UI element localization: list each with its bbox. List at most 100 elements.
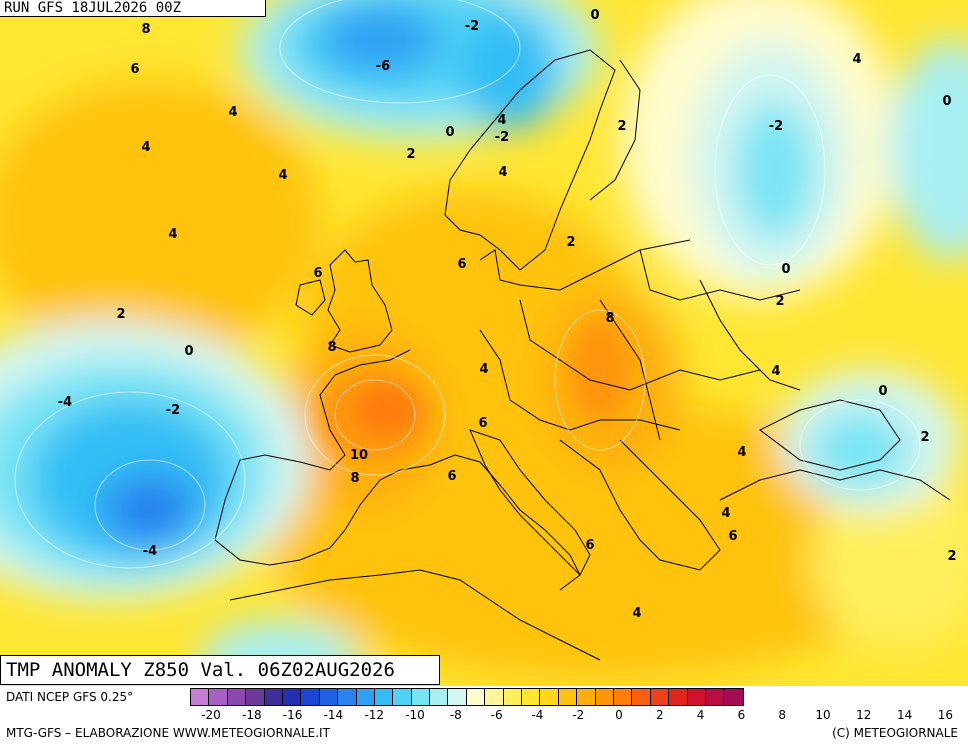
scale-tick-label: 6 xyxy=(737,708,746,722)
scale-swatch xyxy=(430,689,449,705)
scale-swatch xyxy=(613,689,633,705)
scale-swatch xyxy=(411,689,431,705)
contour-label: 0 xyxy=(184,344,193,359)
scale-swatch xyxy=(577,689,596,705)
scale-swatch xyxy=(687,689,706,705)
scale-swatch xyxy=(503,689,523,705)
contour-label: -2 xyxy=(495,130,509,145)
data-source: DATI NCEP GFS 0.25° xyxy=(6,690,134,704)
scale-tick-label: -20 xyxy=(201,708,221,722)
contour-label: 4 xyxy=(498,165,507,180)
anomaly-field xyxy=(0,0,968,686)
scale-swatch xyxy=(338,689,357,705)
anomaly-warm-core xyxy=(320,320,630,460)
anomaly-map: 8 6 4 4 4 4 2 0 -2 -4 -4 -6 -2 -2 0 0 2 … xyxy=(0,0,968,686)
credit-right: (C) METEOGIORNALE xyxy=(832,726,958,740)
contour-label: 4 xyxy=(228,105,237,120)
scale-tick-label: -6 xyxy=(490,708,503,722)
contour-label: 6 xyxy=(728,529,737,544)
scale-swatch xyxy=(595,689,614,705)
coastlines xyxy=(214,49,951,661)
scale-swatch xyxy=(448,689,467,705)
scale-tick-label: -10 xyxy=(405,708,425,722)
scale-tick-label: -8 xyxy=(449,708,462,722)
contour-label: 2 xyxy=(617,119,626,134)
contour-label: -2 xyxy=(769,119,783,134)
scale-swatch xyxy=(724,689,743,705)
run-info: RUN GFS 18JUL2026 00Z xyxy=(0,0,266,17)
scale-swatch xyxy=(522,689,541,705)
contour-label: 6 xyxy=(457,257,466,272)
contour-label: 0 xyxy=(445,125,454,140)
scale-swatch xyxy=(301,689,320,705)
contour-label: 2 xyxy=(947,549,956,564)
contour-label: 4 xyxy=(852,52,861,67)
scale-swatch xyxy=(374,689,394,705)
contour-label: -4 xyxy=(143,544,157,559)
contour-label: 4 xyxy=(141,140,150,155)
scale-swatch xyxy=(356,689,375,705)
contour-label: 6 xyxy=(478,416,487,431)
isotherms xyxy=(14,0,921,569)
scale-swatch xyxy=(191,689,210,705)
scale-tick-label: -2 xyxy=(572,708,585,722)
contour-label: 4 xyxy=(632,606,641,621)
scale-swatch xyxy=(246,689,265,705)
credit-left: MTG-GFS – ELABORAZIONE WWW.METEOGIORNALE… xyxy=(6,726,330,740)
contour-label: 2 xyxy=(775,294,784,309)
contour-label: 0 xyxy=(942,94,951,109)
contour-label: -4 xyxy=(58,395,72,410)
contour-label: -2 xyxy=(166,403,180,418)
scale-swatch xyxy=(319,689,339,705)
scale-swatch xyxy=(264,689,283,705)
scale-tick-label: -16 xyxy=(282,708,303,722)
scale-swatch xyxy=(209,689,228,705)
contour-label: -6 xyxy=(376,59,390,74)
contour-label: 6 xyxy=(447,469,456,484)
scale-swatch xyxy=(485,689,504,705)
scale-tick-label: -4 xyxy=(531,708,544,722)
scale-swatch xyxy=(558,689,578,705)
contour-label: 8 xyxy=(141,22,150,37)
contour-label: 4 xyxy=(168,227,177,242)
scale-swatch xyxy=(227,689,247,705)
scale-tick-label: 16 xyxy=(937,708,954,722)
scale-tick-label: 4 xyxy=(696,708,705,722)
contour-label: 6 xyxy=(130,62,139,77)
contour-label: 2 xyxy=(116,307,125,322)
scale-swatch xyxy=(393,689,412,705)
contour-label: 2 xyxy=(566,235,575,250)
scale-swatch xyxy=(705,689,725,705)
contour-label: 8 xyxy=(327,340,336,355)
contour-label: 4 xyxy=(721,506,730,521)
contour-label: 8 xyxy=(605,311,614,326)
contour-label: 10 xyxy=(350,448,368,463)
scale-tick-label: 8 xyxy=(778,708,787,722)
scale-swatch xyxy=(632,689,651,705)
contour-label: 6 xyxy=(313,266,322,281)
contour-label: 6 xyxy=(585,538,594,553)
contour-label: 4 xyxy=(771,364,780,379)
scale-tick-label: 12 xyxy=(856,708,872,722)
contour-label: 0 xyxy=(878,384,887,399)
scale-swatch xyxy=(540,689,559,705)
scale-tick-label: 10 xyxy=(815,708,831,722)
scale-tick-label: 0 xyxy=(615,708,623,722)
contour-label: 4 xyxy=(497,113,506,128)
scale-swatch xyxy=(282,689,302,705)
map-title: TMP ANOMALY Z850 Val. 06Z02AUG2026 xyxy=(0,655,440,685)
scale-tick-label: -18 xyxy=(241,708,262,722)
scale-tick-label: -14 xyxy=(323,708,344,722)
scale-tick-label: 14 xyxy=(896,708,913,722)
contour-labels: 8 6 4 4 4 4 2 0 -2 -4 -4 -6 -2 -2 0 0 2 … xyxy=(58,8,957,621)
contour-label: 4 xyxy=(479,362,488,377)
scale-tick-label: -12 xyxy=(364,708,384,722)
scale-tick-label: 2 xyxy=(655,708,664,722)
contour-label: 2 xyxy=(406,147,415,162)
contour-label: -2 xyxy=(465,19,479,34)
scale-swatch xyxy=(669,689,688,705)
contour-label: 4 xyxy=(278,168,287,183)
contour-label: 0 xyxy=(590,8,599,23)
scale-swatch xyxy=(650,689,670,705)
contour-label: 0 xyxy=(781,262,790,277)
